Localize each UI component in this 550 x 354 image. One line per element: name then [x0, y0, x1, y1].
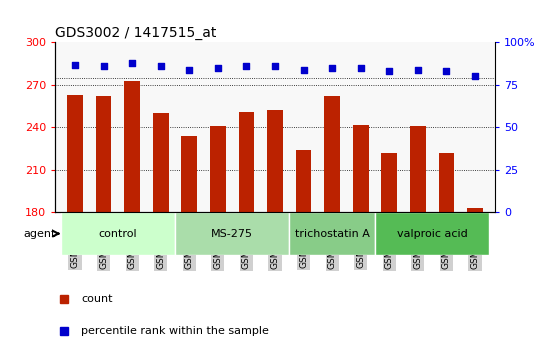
Point: [99, 63, 108, 69]
Bar: [353, 125, 369, 354]
Text: GDS3002 / 1417515_at: GDS3002 / 1417515_at: [55, 26, 216, 40]
Point: [414, 67, 422, 73]
Point: [471, 74, 480, 79]
Text: valproic acid: valproic acid: [397, 229, 468, 239]
Text: agent: agent: [23, 229, 56, 239]
Point: [128, 60, 136, 66]
Text: count: count: [81, 294, 113, 304]
Point: [185, 67, 194, 73]
Bar: [175, 212, 289, 255]
Bar: [153, 113, 168, 354]
Point: [356, 65, 365, 71]
Bar: [267, 110, 283, 354]
Bar: [239, 112, 254, 354]
Bar: [324, 96, 340, 354]
Point: [156, 63, 165, 69]
Bar: [467, 208, 483, 354]
Bar: [375, 212, 490, 255]
Bar: [438, 153, 454, 354]
Point: [385, 69, 394, 74]
Text: control: control: [98, 229, 137, 239]
Point: [442, 69, 451, 74]
Text: MS-275: MS-275: [211, 229, 253, 239]
Bar: [124, 81, 140, 354]
Bar: [96, 96, 112, 354]
Point: [299, 67, 308, 73]
Bar: [60, 212, 175, 255]
Bar: [210, 126, 225, 354]
Point: [213, 65, 222, 71]
Text: trichostatin A: trichostatin A: [295, 229, 370, 239]
Bar: [382, 153, 397, 354]
Point: [70, 62, 79, 67]
Point: [242, 63, 251, 69]
Bar: [289, 212, 375, 255]
Bar: [182, 136, 197, 354]
Point: [328, 65, 337, 71]
Text: percentile rank within the sample: percentile rank within the sample: [81, 326, 270, 336]
Bar: [67, 95, 83, 354]
Bar: [296, 150, 311, 354]
Bar: [410, 126, 426, 354]
Point: [271, 63, 279, 69]
